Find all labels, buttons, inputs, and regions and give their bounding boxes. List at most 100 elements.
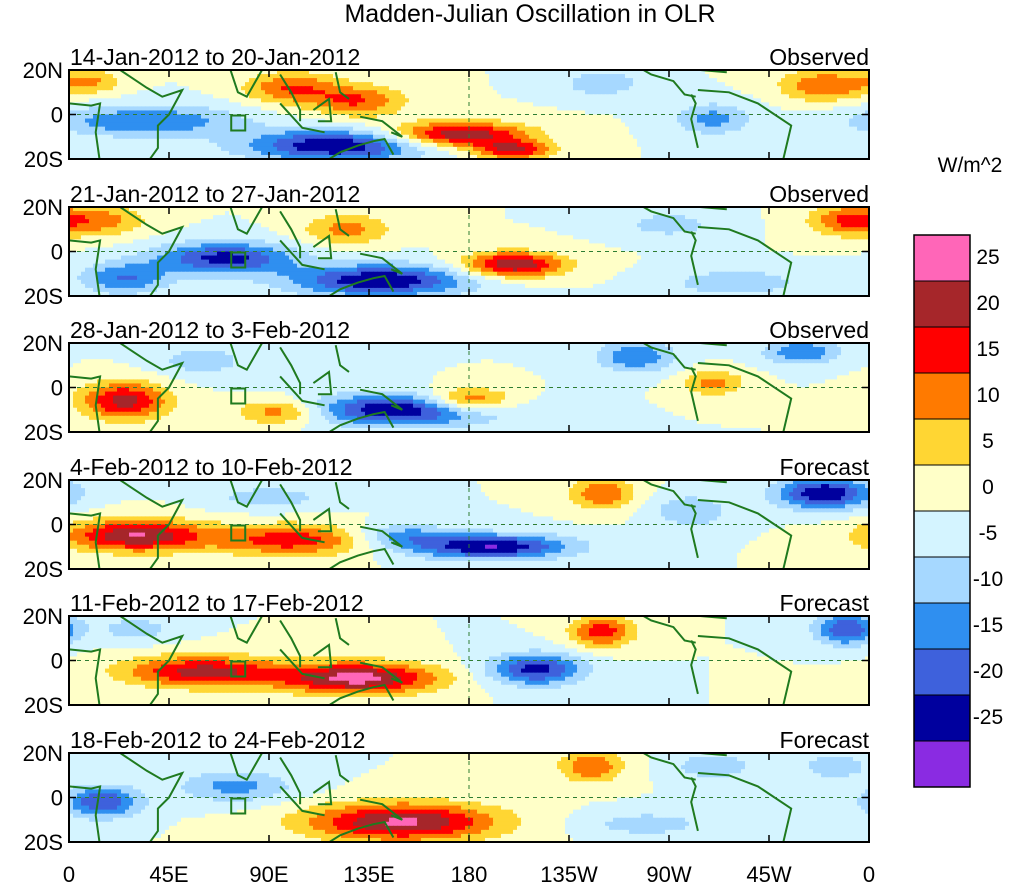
field-cell bbox=[101, 130, 106, 136]
field-cell bbox=[173, 78, 178, 83]
field-cell bbox=[401, 114, 406, 120]
field-cell bbox=[505, 70, 510, 75]
field-cell bbox=[793, 82, 798, 87]
field-cell bbox=[157, 94, 162, 99]
field-cell bbox=[337, 74, 342, 79]
field-cell bbox=[413, 211, 418, 216]
field-cell bbox=[689, 98, 694, 103]
field-cell bbox=[613, 74, 618, 79]
field-cell bbox=[745, 114, 750, 120]
panel-field bbox=[69, 70, 869, 159]
field-cell bbox=[745, 138, 750, 144]
field-cell bbox=[809, 126, 814, 132]
field-cell bbox=[445, 118, 450, 124]
field-cell bbox=[361, 90, 366, 95]
field-cell bbox=[433, 82, 438, 87]
field-cell bbox=[689, 211, 694, 216]
field-cell bbox=[265, 126, 270, 132]
field-cell bbox=[789, 106, 794, 112]
field-cell bbox=[589, 78, 594, 83]
field-cell bbox=[761, 130, 766, 136]
field-cell bbox=[665, 74, 670, 79]
field-cell bbox=[389, 86, 394, 91]
field-cell bbox=[593, 154, 598, 159]
field-cell bbox=[169, 142, 174, 148]
field-cell bbox=[481, 215, 486, 220]
field-cell bbox=[757, 154, 762, 159]
field-cell bbox=[277, 154, 282, 159]
field-cell bbox=[121, 90, 126, 95]
field-cell bbox=[805, 74, 810, 79]
field-cell bbox=[321, 98, 326, 103]
field-cell bbox=[797, 118, 802, 124]
field-cell bbox=[197, 78, 202, 83]
field-cell bbox=[633, 106, 638, 112]
field-cell bbox=[857, 82, 862, 87]
field-cell bbox=[497, 78, 502, 83]
field-cell bbox=[865, 74, 869, 79]
field-cell bbox=[785, 98, 790, 103]
field-cell bbox=[701, 142, 706, 148]
field-cell bbox=[77, 122, 82, 128]
field-cell bbox=[789, 150, 794, 156]
field-cell bbox=[269, 130, 274, 136]
field-cell bbox=[97, 122, 102, 128]
field-cell bbox=[133, 154, 138, 159]
field-cell bbox=[593, 74, 598, 79]
field-cell bbox=[769, 102, 774, 108]
field-cell bbox=[505, 215, 510, 220]
field-cell bbox=[493, 90, 498, 95]
field-cell bbox=[609, 215, 614, 220]
field-cell bbox=[525, 138, 530, 144]
field-cell bbox=[793, 78, 798, 83]
field-cell bbox=[845, 78, 850, 83]
field-cell bbox=[249, 102, 254, 108]
field-cell bbox=[725, 102, 730, 108]
field-cell bbox=[677, 98, 682, 103]
field-cell bbox=[581, 86, 586, 91]
field-cell bbox=[277, 134, 282, 140]
field-cell bbox=[333, 150, 338, 156]
field-cell bbox=[73, 110, 78, 116]
field-cell bbox=[577, 130, 582, 136]
field-cell bbox=[173, 150, 178, 156]
field-cell bbox=[265, 102, 270, 108]
field-cell bbox=[597, 70, 602, 75]
field-cell bbox=[241, 94, 246, 99]
field-cell bbox=[749, 74, 754, 79]
field-cell bbox=[181, 126, 186, 132]
field-cell bbox=[325, 78, 330, 83]
field-cell bbox=[449, 150, 454, 156]
field-cell bbox=[253, 74, 258, 79]
field-cell bbox=[841, 211, 846, 216]
field-cell bbox=[509, 70, 514, 75]
field-cell bbox=[689, 102, 694, 108]
field-cell bbox=[509, 211, 514, 216]
field-cell bbox=[713, 150, 718, 156]
field-cell bbox=[529, 102, 534, 108]
field-cell bbox=[229, 134, 234, 140]
field-cell bbox=[269, 94, 274, 99]
field-cell bbox=[677, 110, 682, 116]
field-cell bbox=[333, 94, 338, 99]
field-cell bbox=[605, 74, 610, 79]
field-cell bbox=[657, 118, 662, 124]
field-cell bbox=[421, 207, 426, 212]
field-cell bbox=[857, 150, 862, 156]
field-cell bbox=[109, 150, 114, 156]
field-cell bbox=[645, 134, 650, 140]
field-cell bbox=[545, 207, 550, 212]
field-cell bbox=[517, 126, 522, 132]
field-cell bbox=[733, 118, 738, 124]
field-cell bbox=[809, 154, 814, 159]
field-cell bbox=[773, 126, 778, 132]
field-cell bbox=[709, 106, 714, 112]
field-cell bbox=[797, 154, 802, 159]
field-cell bbox=[217, 90, 222, 95]
field-cell bbox=[185, 90, 190, 95]
field-cell bbox=[689, 86, 694, 91]
field-cell bbox=[465, 138, 470, 144]
field-cell bbox=[273, 106, 278, 112]
field-cell bbox=[637, 98, 642, 103]
field-cell bbox=[713, 70, 718, 75]
